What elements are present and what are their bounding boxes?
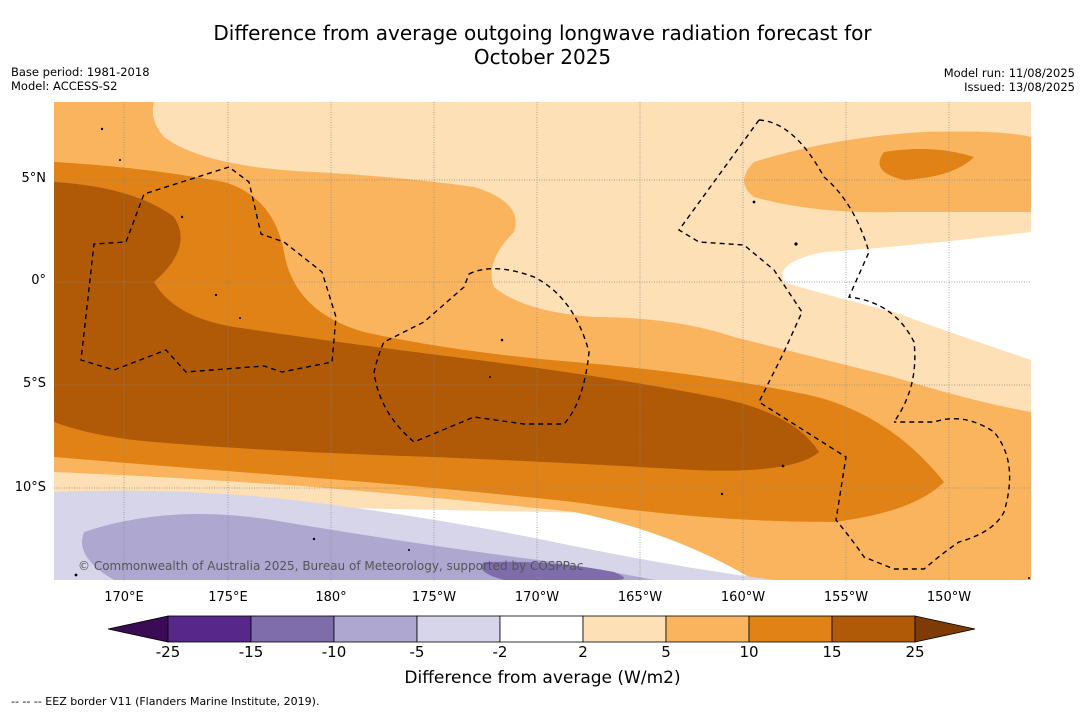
lon-label-160w: 160°W [720, 590, 766, 605]
colorbar-tick: -25 [155, 643, 181, 661]
meta-left: Base period: 1981-2018 Model: ACCESS-S2 [11, 65, 150, 93]
chart-title: Difference from average outgoing longwav… [0, 21, 1085, 69]
meta-right: Model run: 11/08/2025 Issued: 13/08/2025 [944, 66, 1075, 94]
islands [74, 127, 1030, 579]
colorbar-cell [499, 615, 584, 643]
colorbar-cell [167, 615, 252, 643]
lon-label-170e: 170°E [104, 590, 144, 605]
colorbar-cell [582, 615, 667, 643]
model-run: Model run: 11/08/2025 [943, 66, 1075, 80]
neg-deep-bottom [481, 561, 624, 580]
issued-date: Issued: 13/08/2025 [964, 80, 1075, 94]
lat-label-10s: 10°S [14, 480, 46, 495]
colorbar-tick: -5 [409, 643, 425, 661]
pos-band-darkest [54, 182, 819, 471]
copyright-notice: © Commonwealth of Australia 2025, Bureau… [78, 559, 584, 573]
colorbar-cell [416, 615, 501, 643]
lon-label-175e: 175°E [208, 590, 248, 605]
eez-footnote: -- -- -- EEZ border V11 (Flanders Marine… [11, 695, 320, 708]
colorbar-cell [250, 615, 335, 643]
colorbar-tick: -2 [492, 643, 508, 661]
colorbar [108, 615, 976, 643]
model-name: Model: ACCESS-S2 [11, 79, 118, 93]
title-line-2: October 2025 [473, 45, 612, 69]
lon-label-180: 180° [315, 590, 347, 605]
pos-dark-upper-right [879, 148, 974, 180]
lat-label-5s: 5°S [22, 376, 46, 391]
colorbar-cell [665, 615, 750, 643]
colorbar-tick: 25 [905, 643, 925, 661]
colorbar-tick: -15 [238, 643, 264, 661]
lon-label-155w: 155°W [823, 590, 869, 605]
colorbar-tick: 10 [739, 643, 759, 661]
lon-label-150w: 150°W [926, 590, 972, 605]
colorbar-tick: 2 [578, 643, 588, 661]
colorbar-extend-max [914, 615, 976, 643]
title-line-1: Difference from average outgoing longwav… [213, 21, 872, 45]
colorbar-cell [748, 615, 833, 643]
lat-label-5n: 5°N [21, 171, 47, 186]
eez-borders [80, 119, 1011, 570]
lon-label-165w: 165°W [617, 590, 663, 605]
base-period: Base period: 1981-2018 [11, 65, 150, 79]
lat-label-0: 0° [31, 273, 46, 288]
colorbar-cell [831, 615, 916, 643]
colorbar-tick: 5 [661, 643, 671, 661]
colorbar-cell [333, 615, 418, 643]
forecast-map [54, 102, 1031, 581]
colorbar-tick: 15 [822, 643, 842, 661]
lon-label-175w: 175°W [411, 590, 457, 605]
colorbar-extend-min [108, 615, 169, 643]
lon-label-170w: 170°W [514, 590, 560, 605]
colorbar-label: Difference from average (W/m2) [404, 668, 681, 688]
colorbar-tick: -10 [321, 643, 347, 661]
